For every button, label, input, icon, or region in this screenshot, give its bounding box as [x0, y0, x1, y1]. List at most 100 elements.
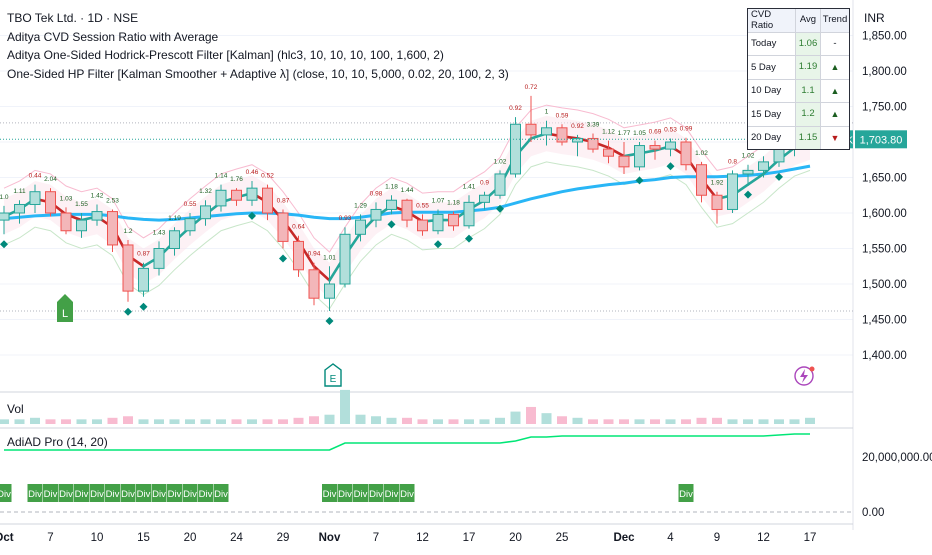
- time-tick-label: 12: [757, 532, 770, 544]
- candle-body: [494, 173, 506, 196]
- div-marker-label: Div: [59, 489, 73, 500]
- cvd-header-ratio: CVD Ratio: [751, 9, 774, 32]
- volume-bar: [355, 414, 366, 424]
- volume-bar: [107, 417, 118, 424]
- cvd-ratio-table: CVD Ratio Avg Trend Today 1.06 - 5 Day 1…: [747, 8, 850, 150]
- indicator-cvd[interactable]: Aditya CVD Session Ratio with Average: [7, 29, 219, 44]
- volume-bar: [231, 419, 242, 424]
- cvd-row-avg: 1.19: [795, 56, 820, 79]
- price-tick-label: 1,500.00: [862, 279, 907, 291]
- time-tick-label: 12: [416, 532, 429, 544]
- cvd-ratio-label: 2.53: [106, 197, 119, 204]
- volume-bar: [247, 419, 257, 424]
- candle-body: [680, 141, 692, 166]
- volume-bar: [402, 417, 412, 424]
- cvd-ratio-label: 0.69: [649, 129, 662, 136]
- signal-diamond: [325, 316, 334, 325]
- cvd-ratio-label: 0.53: [664, 126, 677, 133]
- indicator-hp-adaptive[interactable]: One-Sided HP Filter [Kalman Smoother + A…: [7, 66, 509, 81]
- volume-bar: [619, 419, 629, 424]
- candle-body: [417, 219, 428, 232]
- div-marker-label: Div: [106, 489, 120, 500]
- volume-bar: [417, 419, 428, 424]
- cvd-ratio-label: 1.11: [13, 188, 26, 195]
- cvd-ratio-label: 0.44: [29, 173, 42, 180]
- div-marker: [74, 484, 89, 502]
- volume-bar: [789, 419, 800, 424]
- symbol-title[interactable]: TBO Tek Ltd. · 1D · NSE: [7, 11, 139, 25]
- volume-bar: [45, 419, 56, 424]
- candle-body: [556, 127, 568, 143]
- div-marker: [213, 484, 229, 502]
- div-marker-label: Div: [183, 489, 197, 500]
- candle-body: [153, 248, 165, 269]
- candle-body: [45, 191, 56, 214]
- time-tick-label: 17: [463, 532, 476, 544]
- adiad-axis-label: 20,000,000.00: [862, 452, 932, 464]
- volume-bar: [30, 417, 40, 424]
- candles: [0, 95, 816, 311]
- kalman-segment: [312, 264, 331, 282]
- time-tick-label: 7: [373, 532, 379, 544]
- adiad-pane-label[interactable]: AdiAD Pro (14, 20): [7, 435, 108, 449]
- div-marker-label: Div: [28, 489, 42, 500]
- signal-diamond: [279, 254, 287, 263]
- cvd-ratio-label: 1: [545, 109, 549, 116]
- div-marker: [136, 484, 151, 502]
- candle-body: [727, 173, 738, 210]
- div-marker: [368, 484, 384, 502]
- candle-body: [634, 145, 645, 168]
- volume-bar: [14, 419, 25, 424]
- cvd-row-15day: 15 Day 1.2 ▲: [748, 102, 849, 126]
- cvd-row-trend: -: [820, 32, 849, 55]
- volume-pane-label[interactable]: Vol: [7, 402, 24, 416]
- volume-bar: [650, 419, 660, 424]
- candle-body: [324, 283, 335, 299]
- volume-bar: [464, 419, 474, 424]
- candle-body: [649, 145, 661, 150]
- indicator-hp-kalman[interactable]: Aditya One-Sided Hodrick-Prescott Filter…: [7, 48, 444, 62]
- div-markers: Div Div Div Div Div Div Div Div Div Div Div Div Div D…: [0, 484, 694, 502]
- volume-bar: [76, 419, 87, 424]
- candle-body: [587, 137, 599, 150]
- volume-bar: [340, 389, 350, 424]
- div-marker-label: Div: [0, 489, 11, 500]
- cvd-ratio-label: 0.99: [680, 126, 693, 133]
- cvd-ratio-label: 1.77: [618, 130, 631, 137]
- candle-body: [60, 212, 72, 232]
- time-axis: Oct 7 10 15 20 24 29 Nov 7 12 17 20 25 Dec 4 9 12 17: [0, 532, 816, 544]
- time-tick-label: 7: [47, 532, 53, 544]
- signal-diamond: [666, 162, 675, 171]
- envelope-upper: [3, 104, 811, 253]
- div-marker: [120, 484, 136, 502]
- div-marker-label: Div: [168, 489, 182, 500]
- cvd-table-header: CVD Ratio Avg Trend: [748, 9, 849, 32]
- cvd-ratio-label: 0.46: [246, 169, 259, 176]
- cvd-ratio-label: 1.01: [323, 254, 336, 261]
- time-tick-label: 20: [184, 532, 197, 544]
- cvd-ratio-label: 1.02: [742, 153, 755, 160]
- div-marker: [167, 484, 182, 502]
- time-tick-label: 4: [667, 532, 674, 544]
- volume-bar: [712, 417, 722, 424]
- time-tick-label: 10: [91, 532, 104, 544]
- candle-body: [370, 208, 382, 221]
- candle-body: [401, 199, 413, 221]
- cvd-ratio-label: 1.19: [168, 215, 181, 222]
- chart-markers: LE: [57, 294, 815, 387]
- price-tick-label: 1,650.00: [862, 173, 907, 185]
- volume-bar: [200, 419, 211, 424]
- cvd-ratio-label: 1.32: [199, 188, 212, 195]
- kalman-segment: [746, 172, 765, 186]
- candle-body: [277, 212, 289, 242]
- div-marker: [151, 484, 167, 502]
- currency-label[interactable]: INR: [864, 11, 885, 25]
- volume-bar: [138, 419, 149, 424]
- candle-body: [339, 233, 351, 285]
- cvd-ratio-label: 1.43: [153, 229, 166, 236]
- volume-bar: [510, 411, 521, 424]
- trend-up-icon: ▲: [820, 103, 849, 126]
- div-marker-label: Div: [385, 489, 399, 500]
